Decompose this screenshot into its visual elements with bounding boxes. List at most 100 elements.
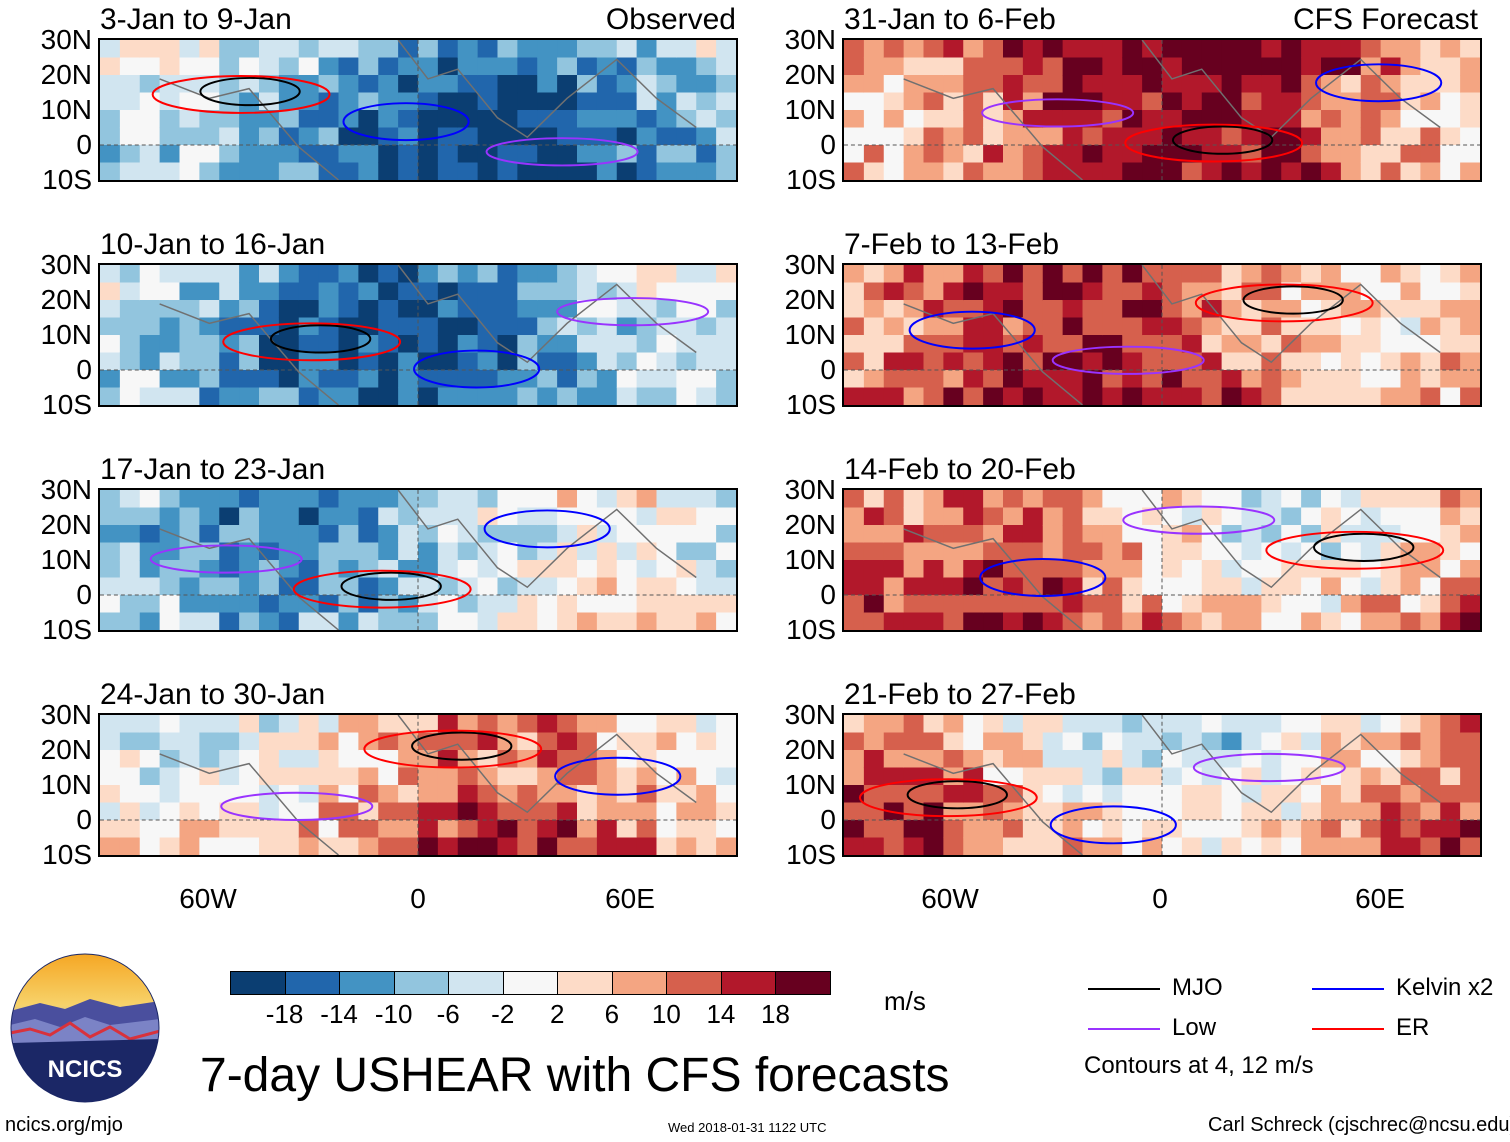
field-cell: [1162, 75, 1183, 94]
field-cell: [1241, 560, 1262, 579]
field-cell: [159, 370, 181, 389]
field-cell: [696, 750, 717, 769]
field-cell: [1340, 162, 1362, 180]
field-cell: [696, 110, 717, 129]
field-cell: [1360, 507, 1382, 526]
field-cell: [159, 525, 181, 544]
field-cell: [477, 767, 499, 786]
field-cell: [1142, 612, 1163, 630]
field-cell: [418, 57, 439, 76]
coastline: [159, 490, 697, 630]
field-cell: [1221, 767, 1243, 786]
field-cell: [1301, 595, 1322, 614]
field-cell: [636, 837, 658, 855]
observed-label: Observed: [605, 3, 736, 36]
field-cell: [398, 507, 419, 526]
field-cell: [1221, 300, 1243, 319]
field-cell: [100, 40, 121, 59]
field-cell: [844, 507, 865, 526]
field-cell: [1380, 715, 1402, 734]
field-cell: [457, 612, 479, 630]
field-cell: [883, 785, 905, 804]
field-cell: [696, 715, 717, 734]
field-cell: [1301, 490, 1322, 509]
field-cell: [943, 785, 964, 804]
field-cell: [457, 265, 479, 284]
field-cell: [338, 145, 359, 164]
field-cell: [1022, 75, 1044, 94]
field-cell: [418, 162, 439, 180]
field-cell: [596, 387, 618, 405]
field-cell: [1122, 265, 1143, 284]
field-cell: [1082, 335, 1103, 354]
field-cell: [378, 802, 399, 821]
field-cell: [1241, 837, 1262, 855]
field-cell: [378, 127, 399, 146]
field-cell: [298, 387, 320, 405]
y-tick-label: 30N: [784, 699, 836, 730]
field-cell: [923, 370, 944, 389]
field-cell: [1360, 595, 1382, 614]
field-cell: [1022, 612, 1044, 630]
field-cell: [199, 785, 220, 804]
field-cell: [923, 282, 944, 301]
field-cell: [1281, 767, 1302, 786]
field-cell: [577, 525, 598, 544]
field-cell: [477, 750, 499, 769]
field-cell: [1181, 767, 1203, 786]
field-cell: [1201, 785, 1223, 804]
field-cell: [139, 802, 161, 821]
field-cell: [963, 110, 984, 129]
field-cell: [1241, 335, 1262, 354]
field-cell: [943, 750, 964, 769]
field-cell: [636, 40, 658, 59]
field-cell: [100, 507, 121, 526]
contour-low: [556, 297, 710, 327]
field-cell: [278, 715, 300, 734]
field-cell: [119, 715, 141, 734]
field-cell: [596, 715, 618, 734]
field-cell: [676, 387, 697, 405]
field-cell: [477, 785, 499, 804]
field-cell: [298, 820, 320, 839]
field-cell: [1440, 127, 1461, 146]
field-cell: [179, 57, 200, 76]
field-cell: [1420, 767, 1441, 786]
field-cell: [1201, 92, 1223, 111]
field-cell: [318, 265, 340, 284]
field-cell: [398, 490, 419, 509]
field-cell: [358, 335, 379, 354]
field-cell: [1261, 335, 1282, 354]
field-cell: [1221, 785, 1243, 804]
field-cell: [1340, 767, 1362, 786]
y-tick-label: 10S: [786, 389, 836, 420]
field-cell: [100, 732, 121, 751]
field-cell: [676, 525, 697, 544]
field-cell: [179, 490, 200, 509]
field-cell: [883, 265, 905, 284]
field-cell: [457, 145, 479, 164]
field-cell: [636, 715, 658, 734]
colorbar-swatch: [502, 971, 559, 995]
field-cell: [1122, 300, 1143, 319]
field-cell: [1142, 785, 1163, 804]
field-cell: [1281, 542, 1302, 561]
field-cell: [437, 577, 459, 596]
field-cell: [716, 785, 736, 804]
field-cell: [338, 507, 359, 526]
field-cell: [517, 282, 538, 301]
field-cell: [537, 387, 558, 405]
field-cell: [963, 542, 984, 561]
field-cell: [418, 265, 439, 284]
contour-er: [1124, 123, 1304, 163]
field-cell: [636, 785, 658, 804]
field-cell: [1221, 542, 1243, 561]
field-cell: [716, 57, 736, 76]
field-cell: [298, 335, 320, 354]
field-cell: [1281, 837, 1302, 855]
field-cell: [983, 282, 1004, 301]
field-cell: [477, 75, 499, 94]
field-cell: [1380, 317, 1402, 336]
field-cell: [517, 820, 538, 839]
field-cell: [139, 57, 161, 76]
